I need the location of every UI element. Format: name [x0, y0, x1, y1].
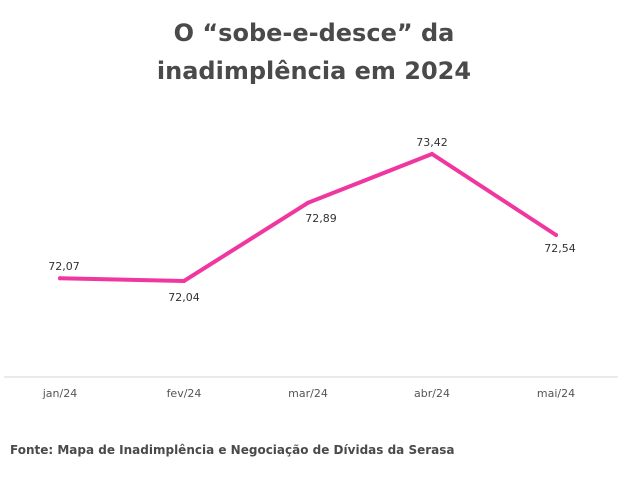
value-label: 72,54 — [544, 242, 576, 255]
data-point — [58, 276, 62, 281]
data-point — [554, 233, 558, 237]
x-tick-label: jan/24 — [42, 387, 77, 400]
title-line-2: inadimplência em 2024 — [156, 57, 472, 85]
x-tick-label: mai/24 — [537, 387, 575, 400]
value-labels: 72,07 72,04 72,89 73,42 72,54 — [48, 136, 576, 304]
source-note: Fonte: Mapa de Inadimplência e Negociaçã… — [10, 443, 455, 457]
x-tick-label: mar/24 — [288, 387, 328, 400]
x-tick-label: fev/24 — [167, 387, 202, 400]
data-point — [182, 279, 186, 283]
value-label: 72,04 — [168, 291, 200, 304]
series-group — [58, 151, 558, 284]
x-tick-label: abr/24 — [414, 387, 450, 400]
value-label: 72,89 — [305, 212, 337, 225]
value-label: 72,07 — [48, 260, 80, 273]
title-line-1: O “sobe-e-desce” da — [173, 19, 455, 47]
x-tick-labels: jan/24 fev/24 mar/24 abr/24 mai/24 — [42, 387, 575, 400]
data-point — [430, 152, 434, 156]
value-label: 73,42 — [416, 136, 448, 149]
chart-title: O “sobe-e-desce” da inadimplência em 202… — [0, 14, 628, 90]
data-point — [306, 200, 310, 205]
